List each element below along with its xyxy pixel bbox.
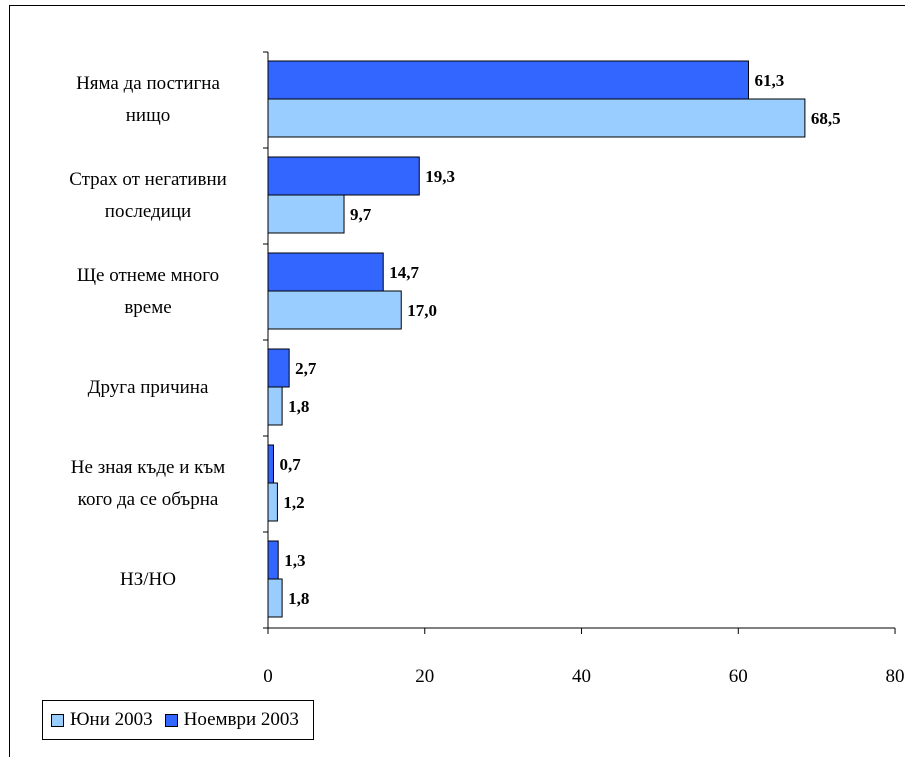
x-tick-label: 0: [263, 666, 273, 687]
legend-label-november: Ноември 2003: [183, 709, 299, 730]
category-label: последици: [105, 201, 191, 222]
legend-label-june: Юни 2003: [70, 709, 153, 730]
bar-june-2003: [267, 482, 278, 522]
category-label: Друга причина: [88, 377, 209, 398]
legend-item-november: Ноември 2003: [164, 709, 299, 731]
category-label: Няма да постигна: [76, 73, 220, 94]
data-label: 14,7: [389, 263, 419, 282]
x-tick-label: 20: [415, 666, 434, 687]
legend-swatch-november: [164, 713, 178, 727]
category-label: време: [124, 297, 171, 318]
data-label: 1,8: [288, 397, 309, 416]
data-label: 1,8: [288, 589, 309, 608]
category-label: нищо: [126, 105, 170, 126]
bar-june-2003: [267, 290, 402, 330]
category-label: НЗ/НО: [120, 569, 176, 590]
x-tick-label: 60: [729, 666, 748, 687]
bar-november-2003: [267, 348, 290, 388]
data-label: 9,7: [350, 205, 372, 224]
bar-june-2003: [267, 386, 283, 426]
data-label: 17,0: [407, 301, 437, 320]
data-label: 19,3: [425, 167, 455, 186]
data-label: 68,5: [811, 109, 841, 128]
category-label: Не зная къде и към: [71, 457, 225, 478]
data-label: 2,7: [295, 359, 317, 378]
bar-november-2003: [267, 444, 274, 484]
chart-legend: Юни 2003 Ноември 2003: [42, 700, 314, 740]
bar-chart: 0 20 40 60 80 61,3 68,5 Няма да постигна нищо 19,…: [69, 51, 905, 687]
bar-november-2003: [267, 60, 749, 100]
bar-june-2003: [267, 578, 283, 618]
category-label: Страх от негативни: [69, 169, 227, 190]
data-label: 0,7: [279, 455, 301, 474]
x-tick-label: 40: [572, 666, 591, 687]
bar-november-2003: [267, 156, 420, 196]
x-tick-label: 80: [886, 666, 905, 687]
data-label: 1,3: [284, 551, 305, 570]
bar-june-2003: [267, 98, 806, 138]
category-label: Ще отнеме много: [77, 265, 219, 286]
category-label: кого да се обърна: [78, 489, 219, 510]
data-label: 61,3: [754, 71, 784, 90]
bar-november-2003: [267, 540, 279, 580]
bar-november-2003: [267, 252, 384, 292]
legend-item-june: Юни 2003: [51, 709, 153, 731]
chart-frame: [9, 5, 905, 757]
data-label: 1,2: [283, 493, 304, 512]
legend-swatch-june: [51, 713, 64, 727]
bar-june-2003: [267, 194, 345, 234]
